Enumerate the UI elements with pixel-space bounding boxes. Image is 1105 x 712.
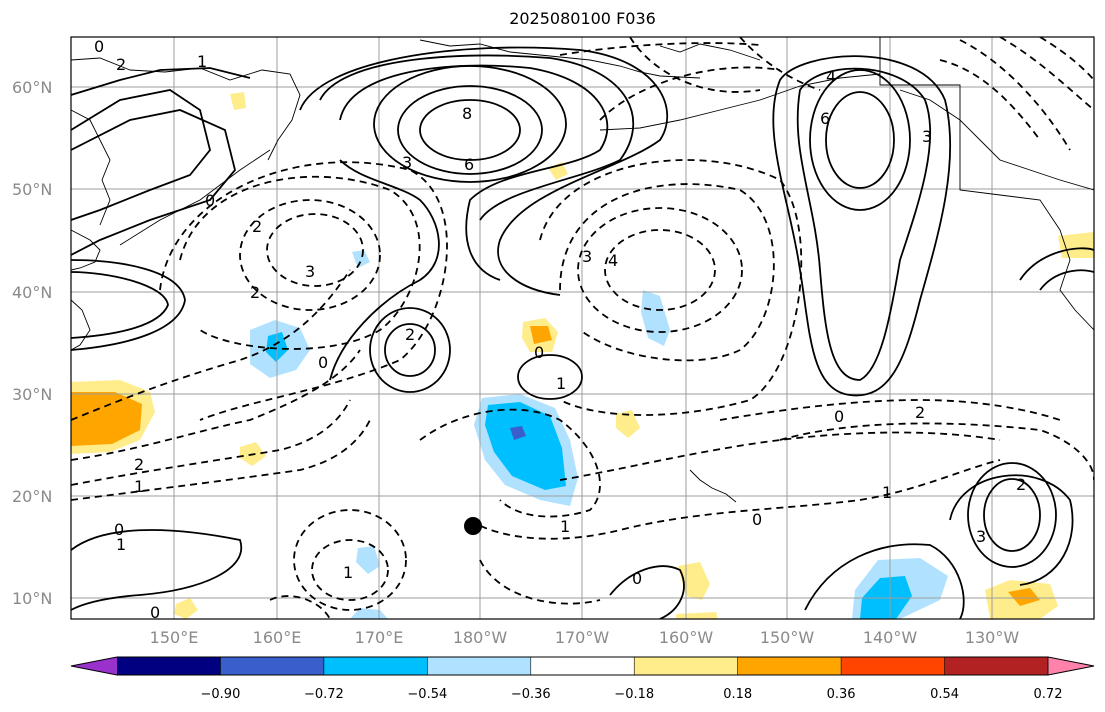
dashed-contours <box>71 37 1094 619</box>
colorbar-tick-label: −0.72 <box>304 687 344 702</box>
colorbar-segment <box>220 657 325 675</box>
colorbar-segment <box>634 657 739 675</box>
contour-label: 0 <box>94 37 104 56</box>
contour-label: 2 <box>915 403 925 422</box>
lat-label: 50°N <box>12 180 52 199</box>
contour-label: 2 <box>116 55 126 74</box>
contour-label: 2 <box>252 217 262 236</box>
contour-label: 1 <box>556 374 566 393</box>
contour-labels: 0 2 1 8 6 3 2 0 2 3 2 0 1 3 4 6 4 3 2 1 … <box>94 37 1026 622</box>
contour-label: 2 <box>250 283 260 302</box>
colorbar-tick-label: 0.36 <box>827 687 856 702</box>
colorbar-tick-label: −0.18 <box>614 687 654 702</box>
shaded-field <box>71 92 1094 619</box>
contour-label: 0 <box>834 407 844 426</box>
colorbar-outline <box>70 656 1095 676</box>
contour-label: 1 <box>343 563 353 582</box>
colorbar-tick-label: −0.54 <box>407 687 447 702</box>
contour-label: 1 <box>560 517 570 536</box>
lon-label: 160°E <box>253 628 302 647</box>
contour-label: 2 <box>134 455 144 474</box>
contour-label: 3 <box>305 262 315 281</box>
colorbar-segment <box>944 657 1049 675</box>
lon-label: 180°W <box>453 628 508 647</box>
latitude-labels: 60°N 50°N 40°N 30°N 20°N 10°N <box>12 78 52 608</box>
contour-label: 0 <box>534 343 544 362</box>
map-title: 2025080100 F036 <box>509 9 656 28</box>
contour-label: 6 <box>820 109 830 128</box>
colorbar-segment <box>71 657 117 675</box>
contour-label: 3 <box>922 127 932 146</box>
colorbar-segment <box>1048 657 1094 675</box>
map-gridlines <box>71 37 1094 619</box>
lon-label: 170°E <box>355 628 404 647</box>
contour-label: 0 <box>318 353 328 372</box>
colorbar-dividers <box>220 657 1049 675</box>
colorbar-tick-labels: −0.90 −0.72 −0.54 −0.36 −0.18 0.18 0.36 0.54 0.7… <box>201 687 1063 702</box>
contour-label: 3 <box>976 527 986 546</box>
lon-label: 150°E <box>150 628 199 647</box>
colorbar-segment <box>117 657 221 675</box>
contour-label: 0 <box>150 603 160 622</box>
colorbar-tick-label: −0.90 <box>201 687 241 702</box>
contour-label: 1 <box>116 535 126 554</box>
contour-label: 3 <box>402 153 412 172</box>
lon-label: 140°W <box>863 628 918 647</box>
storm-center-marker <box>464 517 482 535</box>
colorbar-segment <box>737 657 842 675</box>
colorbar-tick-label: 0.72 <box>1034 687 1063 702</box>
colorbar-segment <box>427 657 532 675</box>
coastlines <box>71 37 1094 503</box>
lat-label: 10°N <box>12 589 52 608</box>
contour-label: 4 <box>608 251 618 270</box>
contour-label: 0 <box>114 520 124 539</box>
contour-label: 1 <box>197 52 207 71</box>
lat-label: 20°N <box>12 487 52 506</box>
colorbar-segment <box>530 657 635 675</box>
colorbar-segment <box>323 657 428 675</box>
contour-label: 4 <box>826 67 836 86</box>
solid-contours <box>71 46 1094 619</box>
colorbar: −0.90 −0.72 −0.54 −0.36 −0.18 0.18 0.36 0.54 0.7… <box>70 656 1095 702</box>
contour-label: 0 <box>205 191 215 210</box>
contour-label: 6 <box>464 155 474 174</box>
contour-label: 1 <box>134 477 144 496</box>
contour-lines <box>71 37 1094 619</box>
contour-label: 2 <box>1016 475 1026 494</box>
lon-label: 170°W <box>555 628 610 647</box>
colorbar-tick-label: 0.18 <box>723 687 752 702</box>
lat-label: 40°N <box>12 283 52 302</box>
lon-label: 160°W <box>659 628 714 647</box>
contour-label: 0 <box>632 569 642 588</box>
contour-label: 3 <box>582 247 592 266</box>
contour-label: 8 <box>462 104 472 123</box>
lon-label: 130°W <box>965 628 1020 647</box>
colorbar-segments <box>71 657 1094 675</box>
lon-label: 150°W <box>760 628 815 647</box>
contour-label: 2 <box>405 325 415 344</box>
contour-label: 1 <box>882 483 892 502</box>
colorbar-tick-label: 0.54 <box>930 687 959 702</box>
lat-label: 30°N <box>12 385 52 404</box>
longitude-labels: 150°E 160°E 170°E 180°W 170°W 160°W 150°… <box>150 628 1020 647</box>
plot-frame <box>70 36 1095 620</box>
contour-label: 0 <box>752 510 762 529</box>
colorbar-tick-label: −0.36 <box>511 687 551 702</box>
colorbar-segment <box>841 657 946 675</box>
lat-label: 60°N <box>12 78 52 97</box>
